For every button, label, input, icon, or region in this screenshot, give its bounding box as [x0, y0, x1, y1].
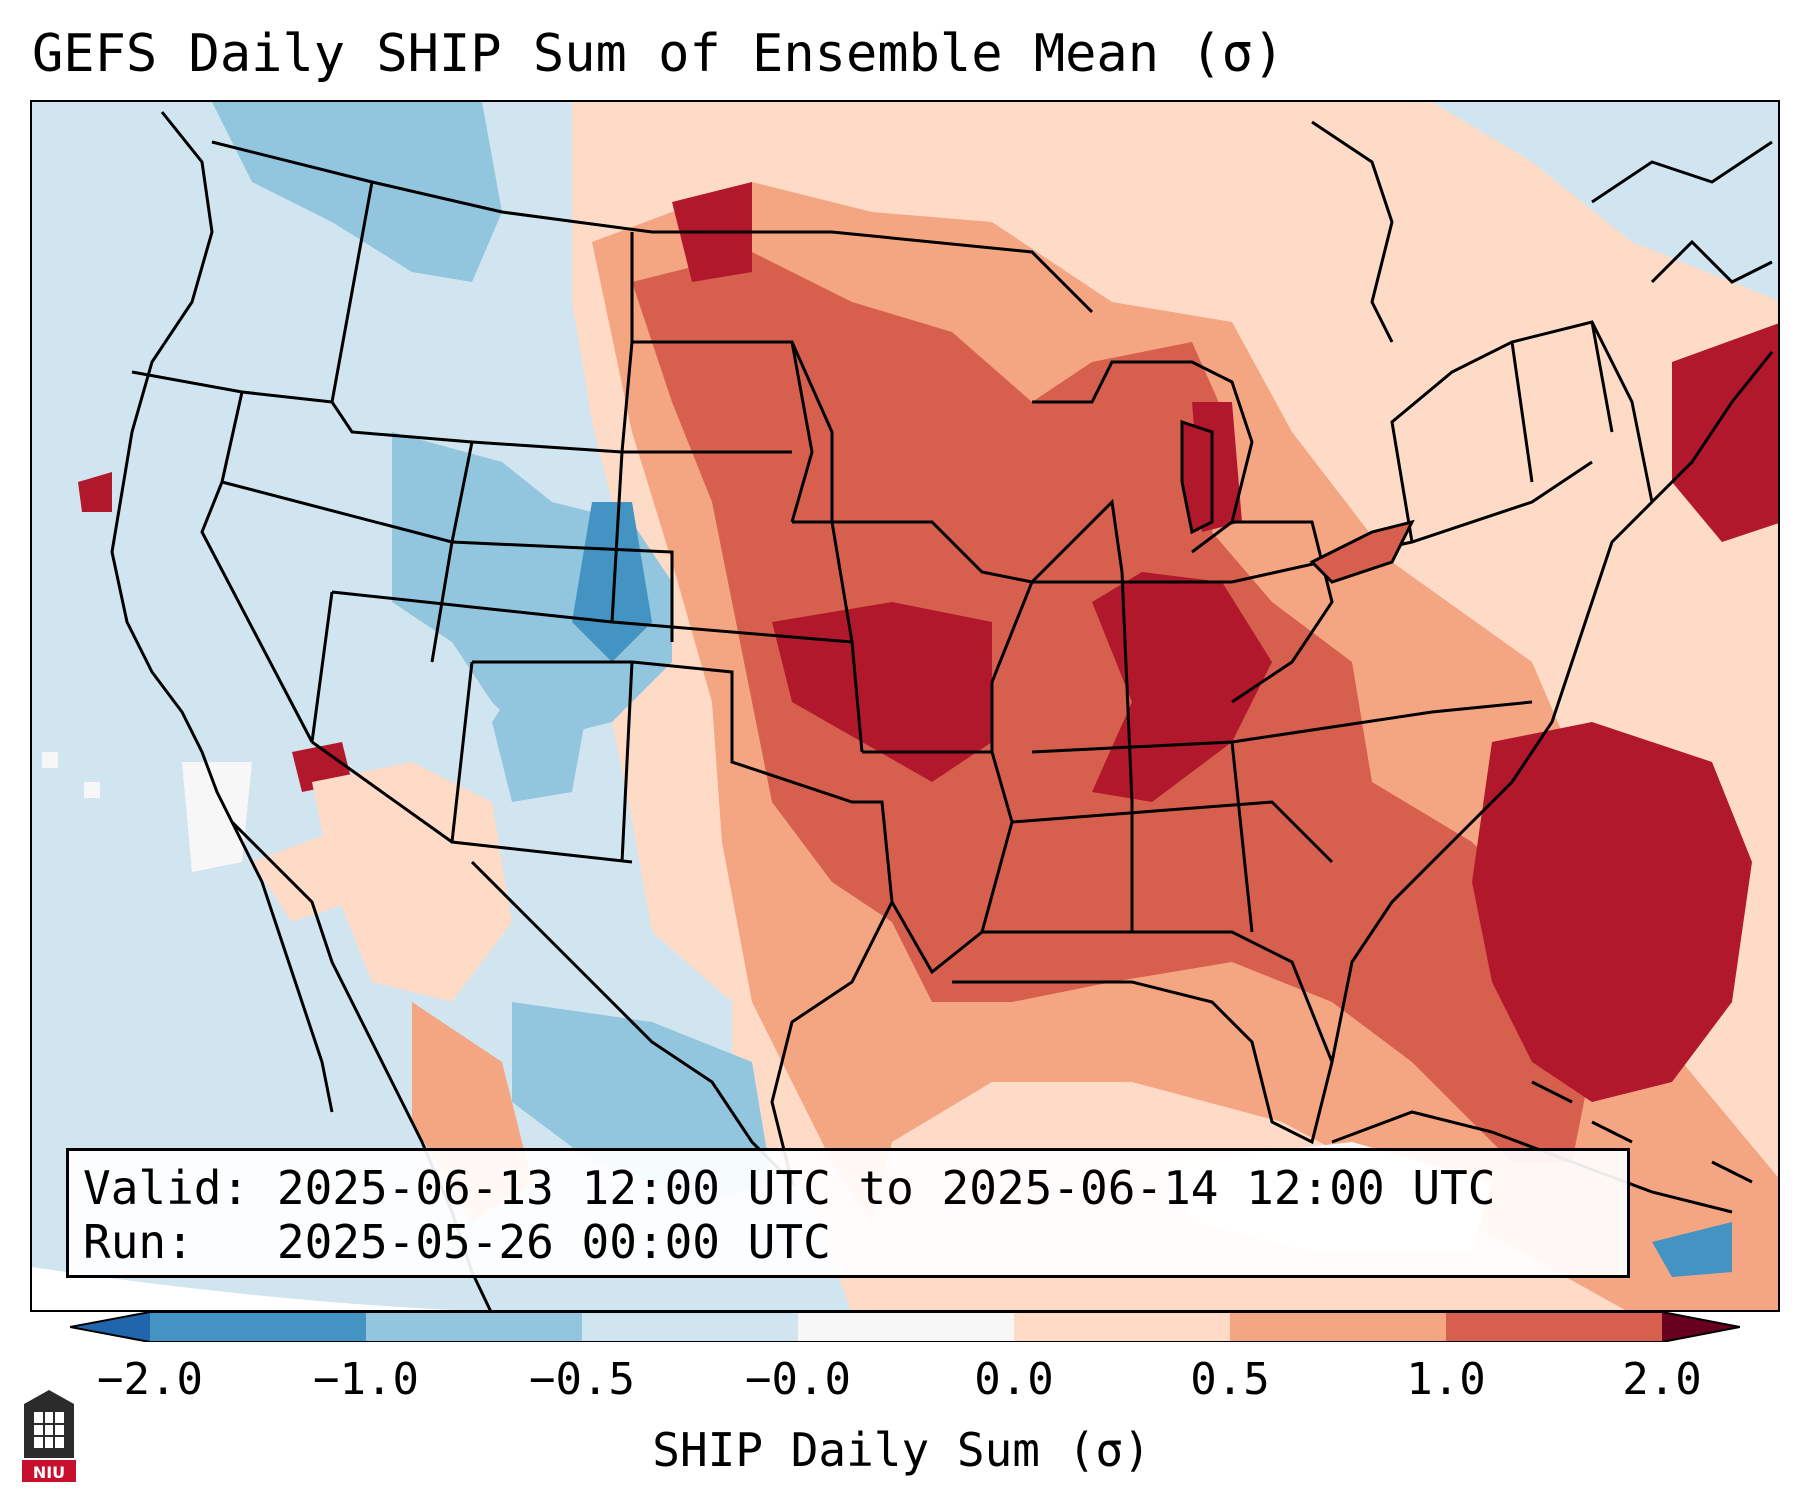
colorbar-segment-2: [582, 1312, 798, 1342]
map-panel: [30, 100, 1780, 1312]
colorbar-overflow-triangle: [1662, 1312, 1740, 1342]
colorbar-tick-6: 1.0: [1406, 1354, 1486, 1405]
colorbar-underflow-triangle: [70, 1312, 150, 1342]
colorbar-tick-4: 0.0: [974, 1354, 1054, 1405]
colorbar-segment-6: [1446, 1312, 1662, 1342]
colorbar-tick-2: −0.5: [529, 1354, 635, 1405]
colorbar-label: SHIP Daily Sum (σ): [652, 1423, 1151, 1477]
colorbar-segment-4: [1014, 1312, 1230, 1342]
colorbar-segment-5: [1230, 1312, 1446, 1342]
great-lakes: [1180, 419, 1415, 584]
chart-title: GEFS Daily SHIP Sum of Ensemble Mean (σ): [32, 24, 1285, 84]
colorbar-tick-0: −2.0: [97, 1354, 203, 1405]
colorbar-tick-1: −1.0: [313, 1354, 419, 1405]
map-canvas: [32, 102, 1778, 1310]
logo-text: NIU: [33, 1463, 65, 1482]
valid-run-info-box: Valid: 2025-06-13 12:00 UTC to 2025-06-1…: [66, 1148, 1630, 1278]
coastlines-and-borders: [110, 111, 1774, 1310]
out-of-domain-area: [32, 1267, 454, 1310]
valid-value: 2025-06-13 12:00 UTC to 2025-06-14 12:00…: [276, 1161, 1496, 1215]
colorbar-segment-0: [150, 1312, 366, 1342]
valid-label: Valid:: [83, 1161, 250, 1215]
colorbar-segment-3: [798, 1312, 1014, 1342]
colorbar-tick-3: −0.0: [745, 1354, 851, 1405]
colorbar-segment-1: [366, 1312, 582, 1342]
run-value: 2025-05-26 00:00 UTC: [276, 1215, 831, 1269]
niu-logo-icon: NIU: [22, 1390, 76, 1482]
run-label: Run:: [83, 1215, 194, 1269]
colorbar-tick-5: 0.5: [1190, 1354, 1270, 1405]
colorbar: [70, 1312, 1740, 1342]
colorbar-tick-7: 2.0: [1622, 1354, 1702, 1405]
